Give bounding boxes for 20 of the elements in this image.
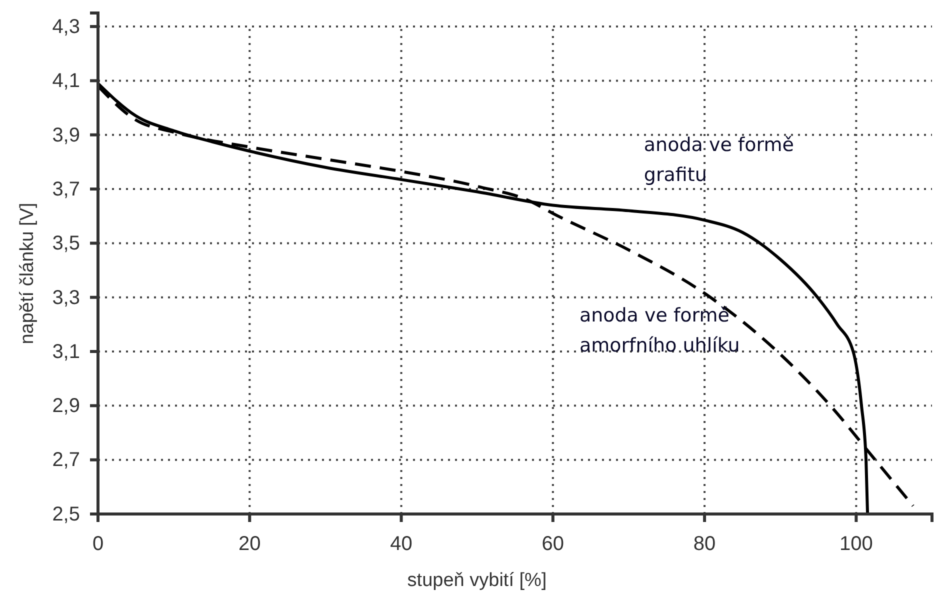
x-tick-label: 60: [542, 533, 564, 556]
y-tick-label: 3,5: [52, 232, 80, 255]
series-label: anoda ve formě grafitu: [644, 134, 794, 186]
x-tick-label: 0: [92, 533, 104, 556]
y-tick-label: 4,3: [52, 16, 80, 38]
x-tick-label: 40: [390, 533, 412, 556]
x-tick-label: 100: [839, 533, 873, 556]
y-tick-label: 4,1: [52, 70, 80, 92]
y-tick-label: 3,9: [52, 124, 80, 146]
y-tick-label: 2,9: [52, 395, 80, 418]
y-tick-label: 3,7: [52, 178, 80, 200]
x-tick-label: 80: [693, 533, 716, 556]
series-label: anoda ve formě amorfního uhlíku: [579, 304, 740, 357]
y-tick-label: 2,7: [52, 449, 80, 472]
y-tick-label: 3,1: [52, 340, 80, 363]
x-tick-label: 20: [238, 533, 261, 556]
y-tick-label: 2,5: [52, 503, 80, 526]
y-tick-label: 3,3: [52, 286, 80, 309]
y-axis-title: napětí článku [V]: [17, 202, 38, 344]
x-axis-title: stupeň vybití [%]: [407, 570, 547, 591]
